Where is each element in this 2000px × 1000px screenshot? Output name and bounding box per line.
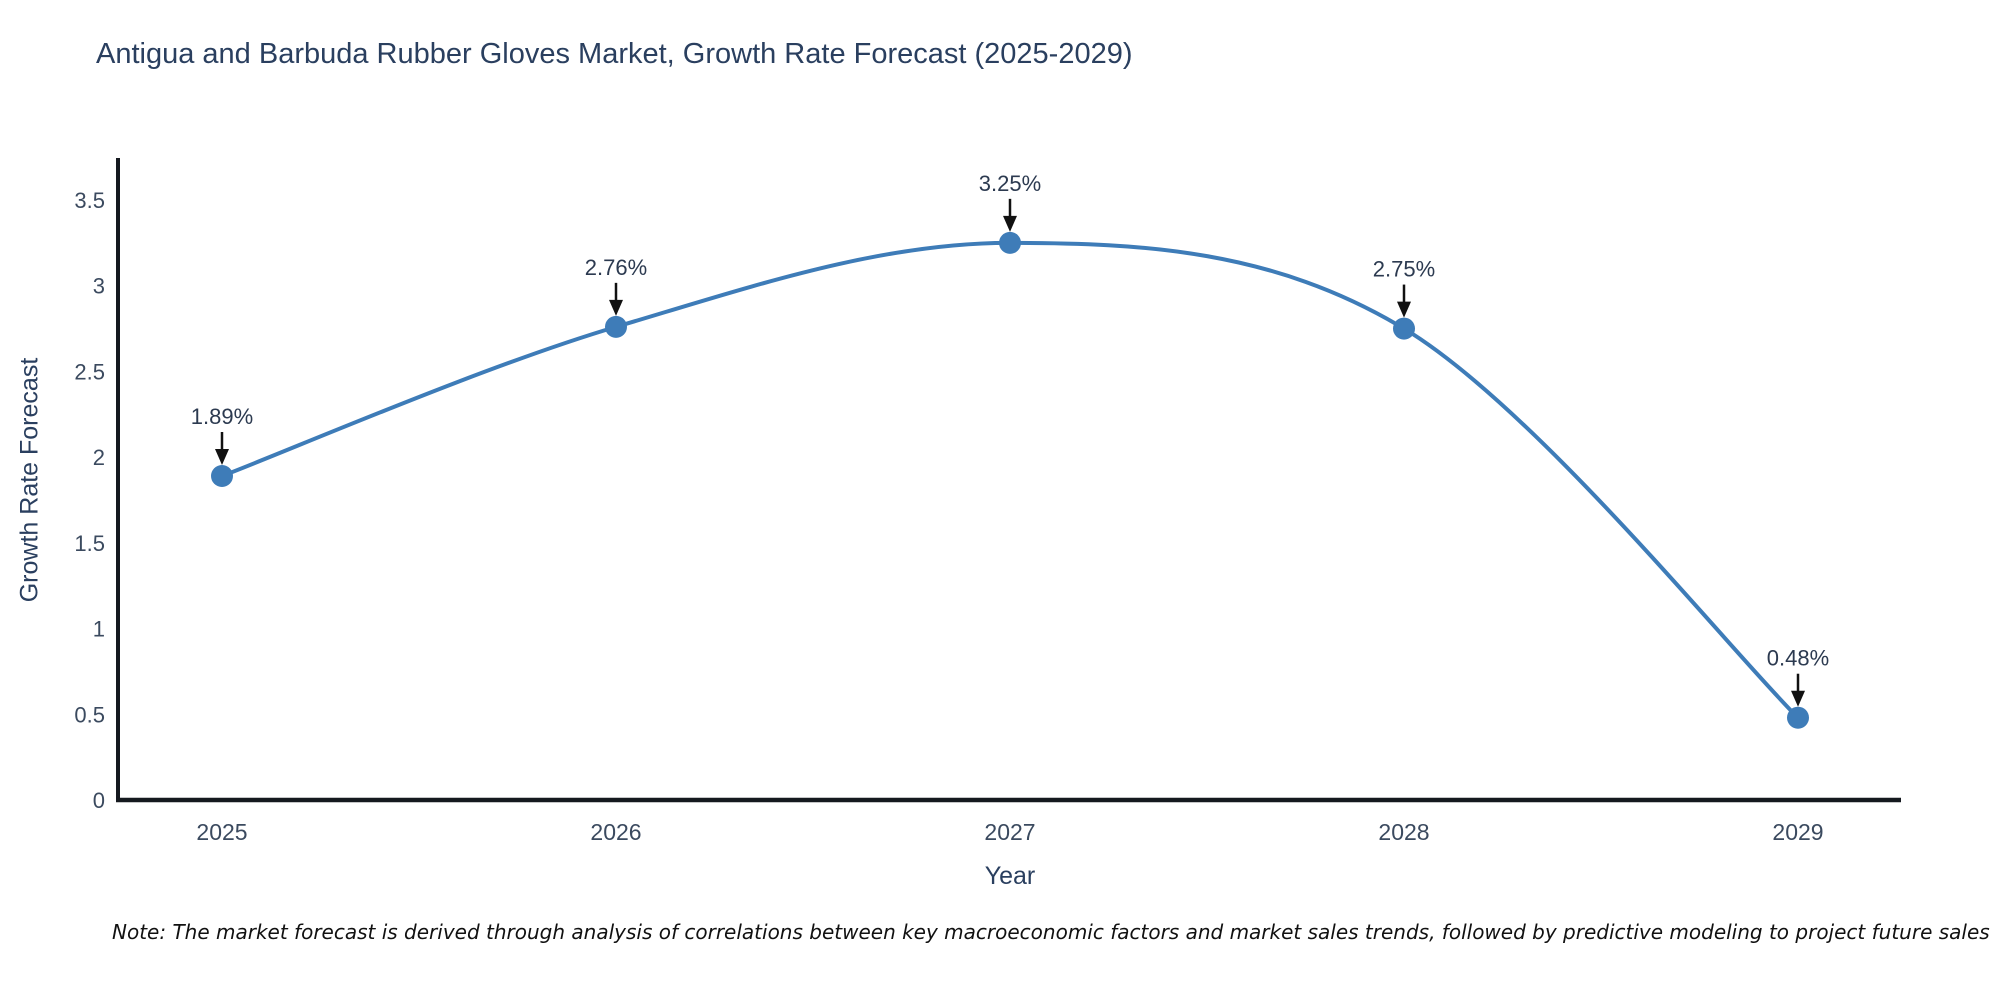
y-tick-label: 1.5 bbox=[74, 531, 105, 556]
x-tick-label: 2028 bbox=[1378, 819, 1429, 845]
annotation-arrow-head bbox=[1397, 301, 1411, 318]
x-tick-label: 2027 bbox=[984, 819, 1035, 845]
y-tick-label: 0.5 bbox=[74, 702, 105, 727]
y-tick-label: 3.5 bbox=[74, 188, 105, 213]
forecast-methodology-note: Note: The market forecast is derived thr… bbox=[112, 920, 1990, 944]
y-tick-label: 3 bbox=[93, 274, 105, 299]
point-annotation-label: 0.48% bbox=[1767, 646, 1829, 671]
data-point-marker[interactable] bbox=[1787, 706, 1809, 729]
point-annotation-label: 3.25% bbox=[979, 171, 1041, 196]
annotation-arrow-head bbox=[1791, 690, 1805, 707]
y-tick-label: 2 bbox=[93, 445, 105, 470]
annotation-arrow-head bbox=[1003, 215, 1017, 232]
annotation-arrow-head bbox=[215, 449, 229, 465]
x-tick-label: 2029 bbox=[1772, 819, 1823, 845]
x-tick-label: 2025 bbox=[196, 819, 247, 845]
x-tick-label: 2026 bbox=[590, 819, 641, 845]
y-tick-label: 1 bbox=[93, 617, 105, 642]
data-point-marker[interactable] bbox=[211, 465, 233, 487]
data-point-marker[interactable] bbox=[1393, 317, 1415, 340]
x-axis-title: Year bbox=[984, 862, 1036, 890]
series-line bbox=[220, 240, 1800, 720]
point-annotation-label: 1.89% bbox=[191, 404, 253, 429]
y-tick-label: 0 bbox=[93, 788, 105, 813]
y-tick-label: 2.5 bbox=[74, 359, 105, 384]
point-annotation-label: 2.75% bbox=[1373, 257, 1435, 282]
chart-title: Antigua and Barbuda Rubber Gloves Market… bbox=[96, 38, 1133, 70]
point-annotation-label: 2.76% bbox=[585, 255, 647, 280]
data-point-marker[interactable] bbox=[605, 315, 627, 338]
data-point-marker[interactable] bbox=[999, 231, 1021, 254]
annotation-arrow-head bbox=[609, 299, 623, 316]
